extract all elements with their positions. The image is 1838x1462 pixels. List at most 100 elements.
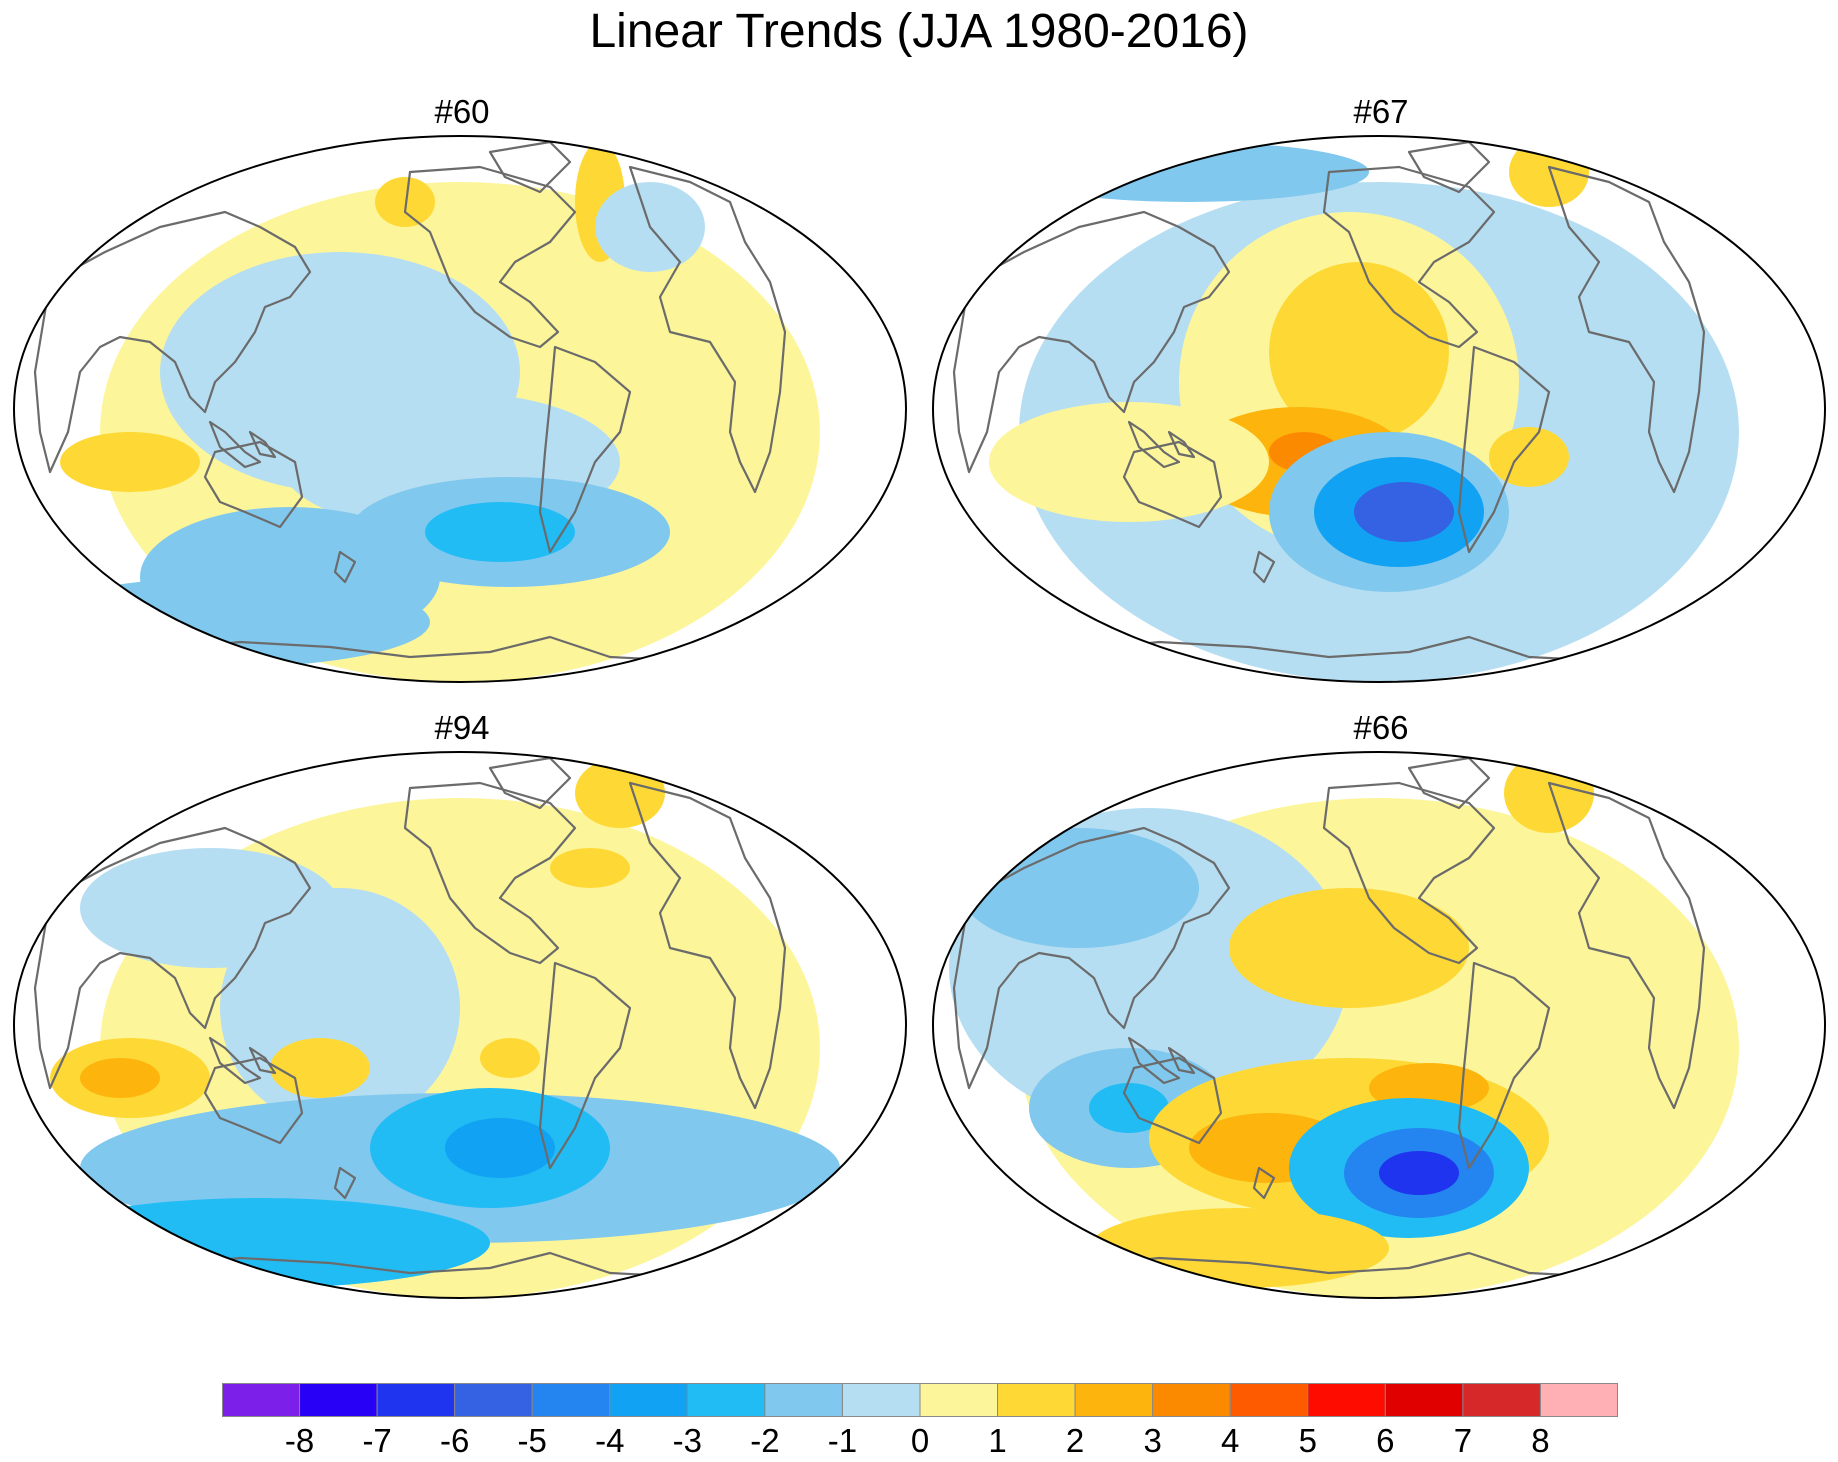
map-panel-60 bbox=[13, 135, 907, 683]
coastline-0 bbox=[952, 826, 1231, 1090]
colorbar-swatch bbox=[1384, 1383, 1464, 1417]
trend-region-6 bbox=[550, 848, 630, 888]
trend-region-10 bbox=[1509, 137, 1589, 207]
colorbar-swatch bbox=[222, 1383, 301, 1417]
coastline-8 bbox=[1547, 165, 1706, 494]
trend-region-11 bbox=[1009, 142, 1369, 202]
trend-region-4 bbox=[1089, 1083, 1169, 1133]
trend-region-2 bbox=[959, 828, 1199, 948]
coastline-2 bbox=[1167, 430, 1196, 459]
coastline-1 bbox=[208, 420, 262, 469]
coastline-8 bbox=[628, 781, 787, 1110]
map-border bbox=[932, 751, 1826, 1299]
coastline-0 bbox=[33, 210, 312, 474]
colorbar-tick-label: 7 bbox=[1453, 1422, 1473, 1459]
map-panel-67 bbox=[932, 135, 1826, 683]
trend-region-2 bbox=[1269, 262, 1449, 442]
trend-region-3 bbox=[60, 432, 200, 492]
trend-region-8 bbox=[425, 502, 575, 562]
colorbar-tick-label: 3 bbox=[1143, 1422, 1162, 1459]
coastline-5 bbox=[1322, 165, 1496, 349]
map-panel-94 bbox=[13, 751, 907, 1299]
colorbar-swatch bbox=[1539, 1383, 1618, 1417]
coastline-8 bbox=[628, 165, 787, 494]
trend-region-8 bbox=[1354, 482, 1454, 542]
trend-region-11 bbox=[30, 1198, 490, 1288]
colorbar-tick-label: 2 bbox=[1065, 1422, 1085, 1459]
colorbar-swatch bbox=[376, 1383, 456, 1417]
coastline-3 bbox=[1122, 440, 1223, 529]
trend-region-5 bbox=[480, 1038, 540, 1078]
coastline-4 bbox=[1252, 550, 1276, 584]
coastline-1 bbox=[1127, 1036, 1181, 1085]
coastline-4 bbox=[1252, 1166, 1276, 1200]
colorbar-tick-label: 6 bbox=[1376, 1422, 1395, 1459]
map-border bbox=[13, 135, 907, 683]
coastline-0 bbox=[33, 826, 312, 1090]
trend-region-13 bbox=[1089, 1208, 1389, 1288]
colorbar-tick-label: 0 bbox=[910, 1422, 930, 1459]
coastline-5 bbox=[403, 165, 577, 349]
colorbar-swatch bbox=[454, 1383, 533, 1417]
panel-title-66: #66 bbox=[1353, 709, 1409, 746]
coastline-6 bbox=[488, 140, 572, 194]
colorbar-tick-label: -7 bbox=[362, 1422, 392, 1459]
colorbar-tick-label: 8 bbox=[1531, 1422, 1550, 1459]
colorbar-tick-label: -4 bbox=[595, 1422, 625, 1459]
coastline-1 bbox=[208, 1036, 262, 1085]
coastline-6 bbox=[1407, 756, 1491, 810]
trend-region-4 bbox=[375, 177, 435, 227]
colorbar-tick-label: -5 bbox=[517, 1422, 547, 1459]
coastline-0 bbox=[952, 210, 1231, 474]
colorbar-swatch bbox=[841, 1383, 921, 1417]
trend-region-9 bbox=[30, 577, 430, 667]
colorbar-swatch bbox=[1307, 1383, 1386, 1417]
colorbar-tick-label: 4 bbox=[1221, 1422, 1240, 1459]
colorbar-swatch bbox=[609, 1383, 688, 1417]
coastline-1 bbox=[1127, 420, 1181, 469]
colorbar-swatch bbox=[531, 1383, 611, 1417]
trend-region-10 bbox=[445, 1118, 555, 1178]
colorbar-swatch bbox=[1462, 1383, 1541, 1417]
colorbar-tick-label: -1 bbox=[827, 1422, 858, 1459]
panel-title-60: #60 bbox=[434, 93, 490, 130]
colorbar-tick-label: -2 bbox=[750, 1422, 780, 1459]
coastline-5 bbox=[403, 781, 577, 965]
map-panel-66 bbox=[932, 751, 1826, 1299]
coastlines bbox=[952, 756, 1711, 1298]
coastline-2 bbox=[248, 1046, 277, 1075]
coastline-3 bbox=[203, 440, 304, 529]
coastline-3 bbox=[203, 1056, 304, 1145]
colorbar-swatch bbox=[299, 1383, 378, 1417]
panel-title-67: #67 bbox=[1353, 93, 1409, 130]
trend-region-12 bbox=[80, 848, 340, 968]
colorbar-tick-label: 1 bbox=[988, 1422, 1007, 1459]
map-border bbox=[932, 135, 1826, 683]
figure-title: Linear Trends (JJA 1980-2016) bbox=[589, 5, 1249, 58]
coastline-7 bbox=[1457, 345, 1551, 554]
trend-region-7 bbox=[575, 758, 665, 828]
coastline-4 bbox=[333, 1166, 357, 1200]
colorbar-tick-label: -3 bbox=[672, 1422, 702, 1459]
colorbar-swatch bbox=[764, 1383, 843, 1417]
coastline-7 bbox=[1457, 961, 1551, 1170]
trend-region-11 bbox=[1379, 1151, 1459, 1195]
map-border bbox=[13, 751, 907, 1299]
colorbar-tick-label: -8 bbox=[284, 1422, 315, 1459]
coastline-3 bbox=[1122, 1056, 1223, 1145]
colorbar bbox=[222, 1383, 1618, 1417]
coastline-2 bbox=[1167, 1046, 1196, 1075]
colorbar-swatch bbox=[686, 1383, 766, 1417]
colorbar-swatch bbox=[997, 1383, 1076, 1417]
coastline-6 bbox=[488, 756, 572, 810]
colorbar-swatch bbox=[919, 1383, 999, 1417]
trend-region-5 bbox=[1229, 888, 1469, 1008]
colorbar-swatch bbox=[1074, 1383, 1154, 1417]
coastline-5 bbox=[1322, 781, 1496, 965]
coastline-7 bbox=[538, 345, 632, 554]
coastline-2 bbox=[248, 430, 277, 459]
colorbar-tick-label: -6 bbox=[439, 1422, 470, 1459]
coastline-7 bbox=[538, 961, 632, 1170]
coastline-6 bbox=[1407, 140, 1491, 194]
colorbar-swatch bbox=[1229, 1383, 1309, 1417]
